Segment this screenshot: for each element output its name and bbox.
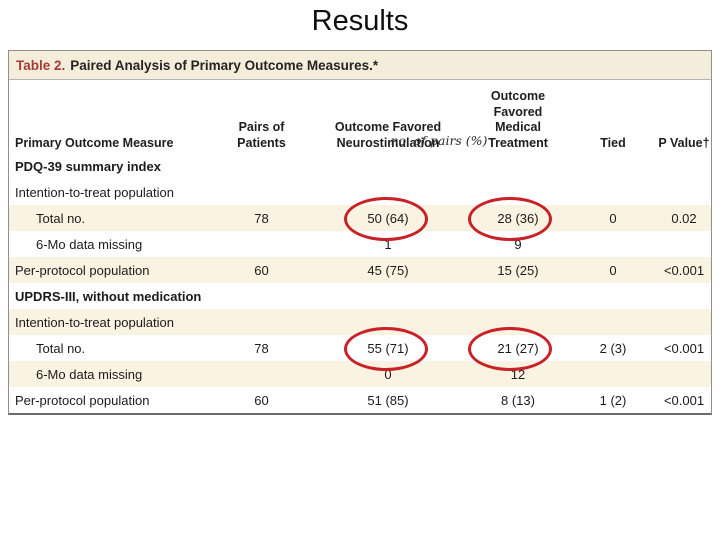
- cell-med: 28 (36): [497, 210, 539, 226]
- row-label: PDQ-39 summary index: [15, 158, 161, 174]
- table-row: PDQ-39 summary index: [9, 153, 711, 179]
- cell-neuro: 45 (75): [367, 262, 409, 278]
- cell-med: 15 (25): [497, 262, 539, 278]
- table-row: Per-protocol population 60 45 (75) 15 (2…: [9, 257, 711, 283]
- row-label: Per-protocol population: [15, 262, 150, 278]
- row-label: 6-Mo data missing: [36, 366, 143, 382]
- cell-neuro: 0: [384, 366, 392, 382]
- cell-med: 12: [510, 366, 526, 382]
- slide-title: Results: [311, 5, 409, 37]
- cell-neuro: 50 (64): [367, 210, 409, 226]
- row-label: UPDRS-III, without medication: [15, 288, 202, 304]
- table-header: Primary Outcome Measure Pairs of Patient…: [9, 80, 711, 153]
- table-row: Per-protocol population 60 51 (85) 8 (13…: [9, 387, 711, 413]
- row-label: Per-protocol population: [15, 392, 150, 408]
- cell-med: 21 (27): [497, 340, 539, 356]
- cell-pairs: 60: [254, 392, 269, 408]
- cell-med: 8 (13): [501, 392, 535, 408]
- cell-pairs: 78: [254, 210, 269, 226]
- table-row: Intention-to-treat population: [9, 309, 711, 335]
- cell-tied: 2 (3): [599, 340, 627, 356]
- cell-pvalue: <0.001: [663, 340, 705, 356]
- cell-pairs: 60: [254, 262, 269, 278]
- cell-pvalue: <0.001: [663, 392, 705, 408]
- table-row: Total no. 78 55 (71) 21 (27) 2 (3) <0.00…: [9, 335, 711, 361]
- row-label: Intention-to-treat population: [15, 184, 174, 200]
- cell-med: 9: [514, 236, 522, 252]
- col-header-medical-treatment: Outcome Favored Medical Treatment: [488, 89, 548, 150]
- results-table: Table 2. Paired Analysis of Primary Outc…: [8, 50, 712, 415]
- cell-pvalue: 0.02: [671, 210, 697, 226]
- col-header-tied: Tied: [600, 135, 626, 150]
- col-header-pairs: Pairs of Patients: [237, 120, 286, 150]
- cell-neuro: 51 (85): [367, 392, 409, 408]
- cell-tied: 0: [609, 210, 617, 226]
- cell-neuro: 1: [384, 236, 392, 252]
- cell-tied: 1 (2): [599, 392, 627, 408]
- row-label: Intention-to-treat population: [15, 314, 174, 330]
- col-header-neurostimulation: Outcome Favored Neurostimulation: [334, 120, 442, 150]
- table-row: Total no. 78 50 (64) 28 (36) 0 0.02: [9, 205, 711, 231]
- table-row: UPDRS-III, without medication: [9, 283, 711, 309]
- table-row: Intention-to-treat population: [9, 179, 711, 205]
- table-body: PDQ-39 summary index Intention-to-treat …: [9, 153, 711, 413]
- table-caption: Table 2. Paired Analysis of Primary Outc…: [9, 51, 711, 80]
- cell-pairs: 78: [254, 340, 269, 356]
- cell-pvalue: <0.001: [663, 262, 705, 278]
- row-label: Total no.: [36, 210, 86, 226]
- cell-tied: 0: [609, 262, 617, 278]
- cell-neuro: 55 (71): [367, 340, 409, 356]
- units-subheader: no. of pairs (%): [390, 133, 488, 148]
- table-row: 6-Mo data missing 1 9: [9, 231, 711, 257]
- table-row: 6-Mo data missing 0 12: [9, 361, 711, 387]
- row-label: 6-Mo data missing: [36, 236, 143, 252]
- row-label: Total no.: [36, 340, 86, 356]
- col-header-pvalue: P Value†: [658, 135, 710, 150]
- table-caption-text: Paired Analysis of Primary Outcome Measu…: [70, 57, 379, 73]
- table-caption-number: Table 2.: [16, 57, 66, 73]
- col-header-measure: Primary Outcome Measure: [15, 135, 174, 150]
